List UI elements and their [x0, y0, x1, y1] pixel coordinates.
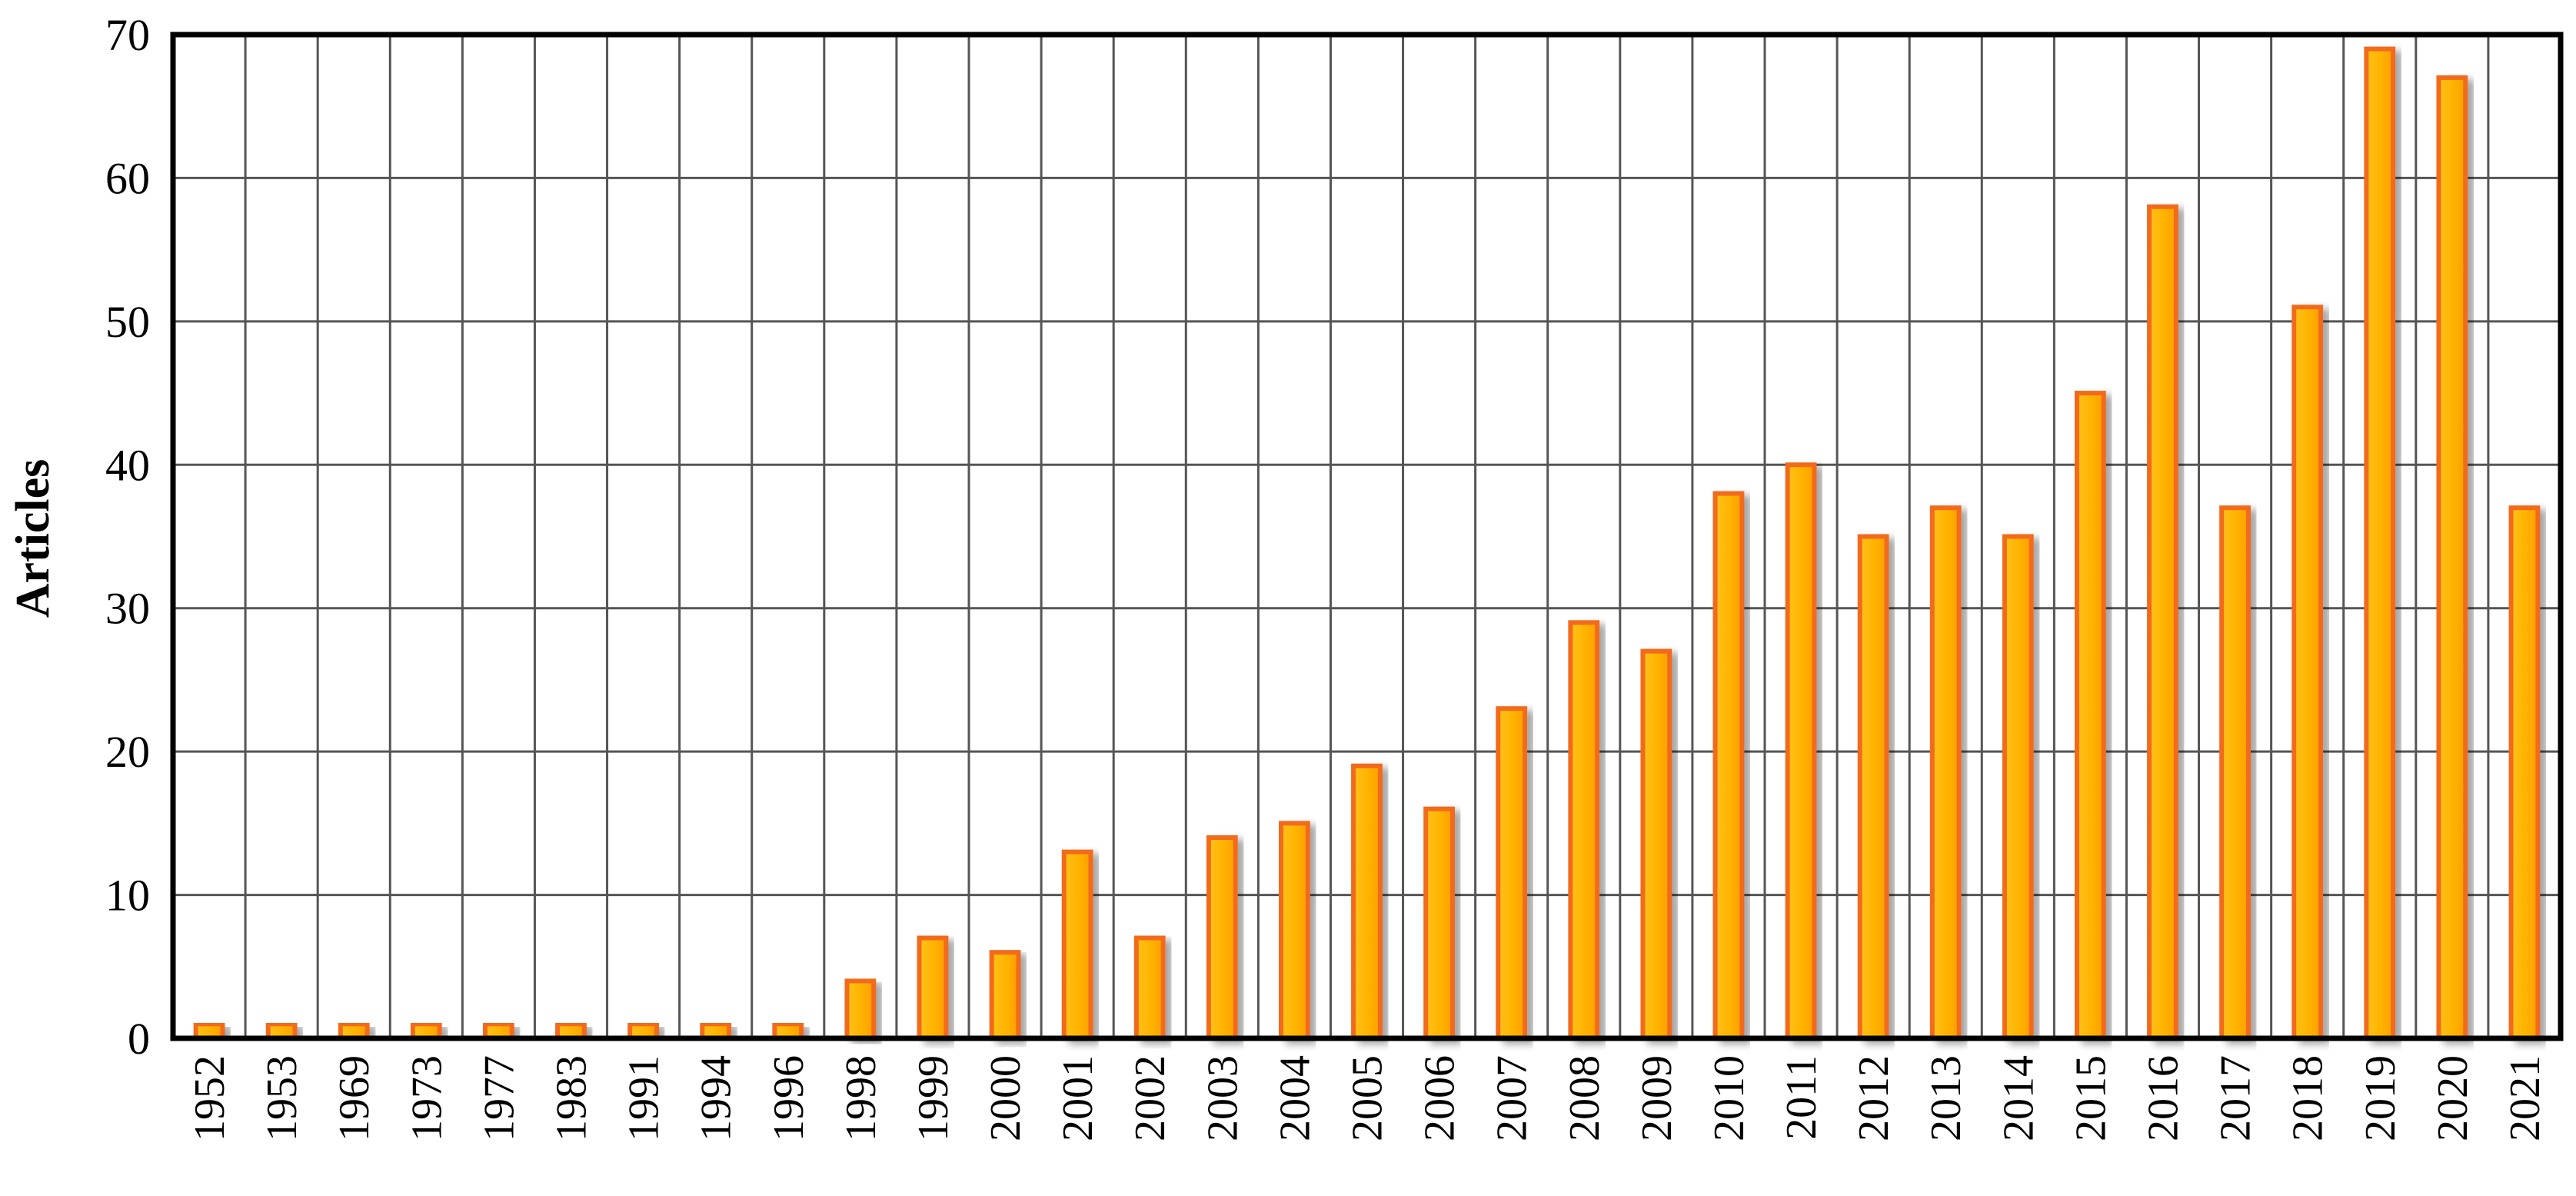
- bar-2001: [1061, 849, 1093, 1041]
- x-tick-label: 2006: [1416, 1055, 1464, 1141]
- x-tick-label: 2018: [2285, 1055, 2332, 1141]
- bars: [193, 46, 2541, 1041]
- x-tick-label: 2004: [1271, 1055, 1319, 1141]
- x-tick-label: 2000: [982, 1055, 1030, 1141]
- bar-2003: [1206, 835, 1238, 1041]
- y-tick-label: 40: [105, 440, 150, 490]
- bar-2004: [1279, 821, 1310, 1041]
- y-tick-label: 50: [105, 297, 150, 347]
- bar-2009: [1640, 648, 1672, 1041]
- bar-2007: [1496, 706, 1528, 1041]
- x-tick-label: 1952: [186, 1055, 234, 1141]
- bar-2011: [1785, 462, 1817, 1041]
- bar-2010: [1712, 491, 1745, 1041]
- bar-2015: [2075, 391, 2106, 1041]
- x-tick-label: 2009: [1633, 1055, 1681, 1141]
- y-tick-label: 0: [128, 1014, 150, 1064]
- x-tick-label: 2013: [1922, 1055, 1970, 1141]
- plot-frame: [170, 32, 2564, 1041]
- bar-2021: [2508, 505, 2541, 1041]
- y-tick-label: 30: [105, 584, 150, 634]
- y-axis-ticks: 0 10 20 30 40 50 60 70: [105, 10, 150, 1064]
- x-tick-label: 2007: [1489, 1055, 1536, 1141]
- x-tick-label: 2017: [2212, 1055, 2260, 1141]
- x-tick-label: 1999: [910, 1055, 957, 1141]
- x-tick-label: 1983: [548, 1055, 596, 1141]
- bar-2014: [2002, 534, 2034, 1041]
- bar-2006: [1423, 806, 1455, 1041]
- x-tick-label: 1969: [331, 1055, 378, 1141]
- x-tick-label: 2014: [1995, 1055, 2042, 1141]
- y-tick-label: 60: [105, 153, 150, 203]
- bar-2012: [1857, 534, 1889, 1041]
- x-tick-label: 1994: [693, 1055, 741, 1141]
- x-tick-label: 2011: [1778, 1055, 1825, 1140]
- x-tick-label: 2012: [1850, 1055, 1898, 1141]
- bar-2019: [2364, 46, 2396, 1041]
- bar-2013: [1929, 505, 1962, 1041]
- bar-2002: [1133, 935, 1166, 1041]
- x-tick-label: 1953: [258, 1055, 306, 1141]
- x-tick-label: 2010: [1706, 1055, 1753, 1141]
- bar-2020: [2436, 75, 2468, 1041]
- bar-2017: [2219, 505, 2251, 1041]
- y-tick-label: 10: [105, 871, 150, 921]
- x-tick-label: 2019: [2357, 1055, 2405, 1141]
- x-tick-label: 1977: [475, 1055, 523, 1141]
- x-axis-ticks: 1952 1953 1969 1973 1977 1983 1991 1994 1996 1998…: [186, 1055, 2549, 1141]
- plot-border: [170, 32, 2564, 1041]
- x-tick-label: 1973: [403, 1055, 451, 1141]
- bar-1998: [844, 978, 877, 1041]
- x-tick-label: 2001: [1054, 1055, 1102, 1141]
- x-tick-label: 2002: [1127, 1055, 1174, 1141]
- x-tick-label: 2003: [1199, 1055, 1246, 1141]
- bar-2008: [1568, 620, 1600, 1041]
- x-tick-label: 2020: [2429, 1055, 2477, 1141]
- x-tick-label: 2015: [2067, 1055, 2115, 1141]
- x-tick-label: 2016: [2140, 1055, 2188, 1141]
- y-axis-title: Articles: [7, 459, 59, 618]
- x-tick-label: 1991: [621, 1055, 668, 1141]
- y-tick-label: 70: [105, 10, 150, 60]
- bar-2005: [1351, 763, 1383, 1041]
- bar-2016: [2147, 204, 2178, 1041]
- x-tick-label: 2005: [1344, 1055, 1392, 1141]
- bar-2000: [989, 950, 1021, 1041]
- x-tick-label: 2021: [2501, 1055, 2549, 1141]
- x-tick-label: 2008: [1561, 1055, 1609, 1141]
- y-tick-label: 20: [105, 727, 150, 777]
- bar-2018: [2291, 305, 2324, 1041]
- grid-lines: [173, 35, 2561, 1038]
- x-tick-label: 1998: [837, 1055, 885, 1141]
- x-tick-label: 1996: [765, 1055, 813, 1141]
- bar-1999: [917, 935, 949, 1041]
